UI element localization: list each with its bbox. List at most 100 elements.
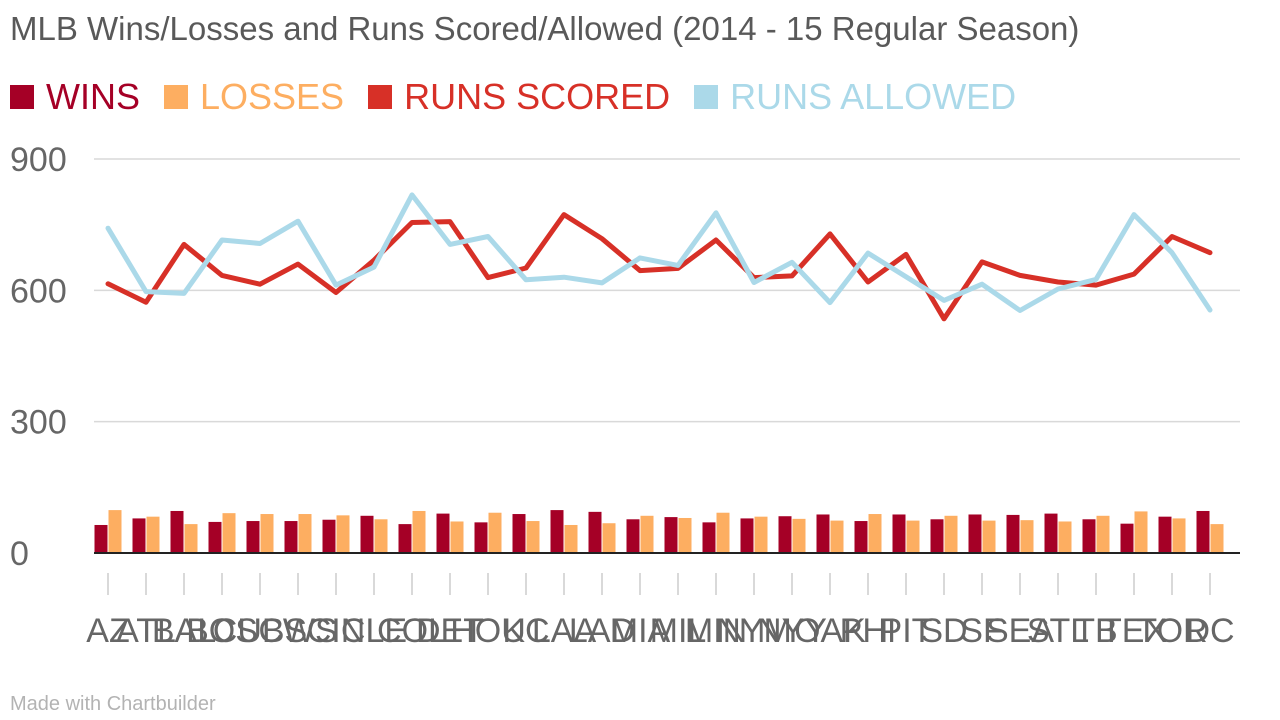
x-tick-label-CWS: CWS [258,612,337,650]
bar-losses-ATL [146,516,160,553]
bar-losses-AZ [108,510,122,553]
bar-losses-MIN [716,512,730,553]
bar-losses-KC [526,521,540,553]
bar-wins-TB [1082,519,1096,553]
y-tick-label-900: 900 [10,141,67,179]
x-tick-label-NYM: NYM [716,612,792,650]
x-tick-label-MIL: MIL [650,612,707,650]
bar-wins-NYY [778,516,792,553]
bar-losses-CIN [336,515,350,553]
x-tick-label-STL: STL [1027,612,1089,650]
bar-wins-ATL [132,518,146,553]
legend-label-losses: LOSSES [200,76,345,117]
bar-wins-MIA [626,519,640,553]
bar-wins-HOU [474,522,488,553]
bar-wins-BAL [170,510,184,553]
bar-losses-DC [1210,524,1224,553]
chart-title: MLB Wins/Losses and Runs Scored/Allowed … [10,10,1080,47]
bar-wins-CLE [360,515,374,553]
bar-wins-DC [1196,510,1210,553]
bar-losses-MIA [640,515,654,553]
x-tick-label-SD: SD [920,612,967,650]
bar-losses-BAL [184,524,198,553]
bar-losses-CUBS [260,514,274,553]
legend: WINS LOSSES RUNS SCORED RUNS ALLOWED [10,76,1040,118]
bar-wins-LAD [588,511,602,553]
x-tick-label-DET: DET [416,612,484,650]
legend-item-runs-scored: RUNS SCORED [368,76,670,118]
legend-item-runs-allowed: RUNS ALLOWED [694,76,1016,118]
legend-swatch-losses [164,85,188,109]
legend-swatch-runs-scored [368,85,393,109]
bar-wins-SD [930,519,944,553]
legend-swatch-wins [10,85,34,109]
legend-swatch-runs-allowed [694,85,719,109]
x-tick-label-NYY: NYY [757,612,827,650]
bar-wins-SF [968,514,982,553]
bar-losses-LAD [602,523,616,553]
x-tick-label-TOR: TOR [1136,612,1207,650]
x-tick-label-OAK: OAK [794,612,866,650]
bar-losses-SF [982,520,996,553]
bar-losses-CLE [374,519,388,553]
bar-wins-CWS [284,521,298,553]
x-tick-label-MIN: MIN [685,612,747,650]
y-tick-label-600: 600 [10,272,67,310]
x-tick-label-CIN: CIN [307,612,366,650]
bar-wins-PIT [892,514,906,553]
x-tick-label-CLE: CLE [341,612,407,650]
bar-losses-STL [1058,521,1072,553]
bar-losses-PHI [868,514,882,553]
bar-losses-NYM [754,516,768,553]
x-tick-label-AZ: AZ [86,612,129,650]
legend-item-losses: LOSSES [164,76,344,118]
x-tick-label-COL: COL [377,612,447,650]
bar-losses-PIT [906,520,920,553]
legend-item-wins: WINS [10,76,140,118]
bar-wins-COL [398,524,412,553]
bar-wins-BOS [208,521,222,553]
bar-losses-TEX [1134,511,1148,553]
bar-wins-MIN [702,522,716,553]
bar-losses-COL [412,510,426,553]
bar-losses-SEA [1020,520,1034,553]
bar-wins-LAA [550,510,564,553]
x-tick-label-HOU: HOU [450,612,526,650]
bar-wins-KC [512,514,526,553]
x-tick-label-BOS: BOS [186,612,258,650]
bar-losses-NYY [792,518,806,553]
x-tick-label-ATL: ATL [116,612,176,650]
bar-losses-LAA [564,524,578,553]
bar-wins-AZ [94,524,108,553]
x-tick-label-SF: SF [960,612,1003,650]
bar-wins-NYM [740,518,754,553]
bar-wins-SEA [1006,514,1020,553]
line-runs-allowed [105,192,1213,313]
x-tick-label-LAD: LAD [569,612,635,650]
x-tick-label-LAA: LAA [532,612,597,650]
legend-label-wins: WINS [46,76,140,117]
y-tick-label-0: 0 [10,535,29,573]
x-tick-label-MIA: MIA [610,612,671,650]
bar-losses-TB [1096,515,1110,553]
bar-wins-CUBS [246,521,260,553]
bar-losses-CWS [298,514,312,553]
bar-wins-DET [436,513,450,553]
x-tick-label-DC: DC [1185,612,1234,650]
bar-losses-TOR [1172,518,1186,553]
x-tick-label-BAL: BAL [152,612,216,650]
bar-wins-TEX [1120,523,1134,553]
bar-wins-CIN [322,519,336,553]
bar-losses-BOS [222,513,236,553]
x-tick-label-TB: TB [1074,612,1117,650]
y-tick-label-300: 300 [10,404,67,442]
bar-wins-TOR [1158,516,1172,553]
legend-label-runs-allowed: RUNS ALLOWED [730,76,1017,117]
bar-losses-DET [450,521,464,553]
x-tick-label-PIT: PIT [880,612,933,650]
x-tick-label-PHI: PHI [840,612,897,650]
bar-wins-OAK [816,514,830,553]
x-tick-label-SEA: SEA [986,612,1054,650]
bar-losses-HOU [488,512,502,553]
